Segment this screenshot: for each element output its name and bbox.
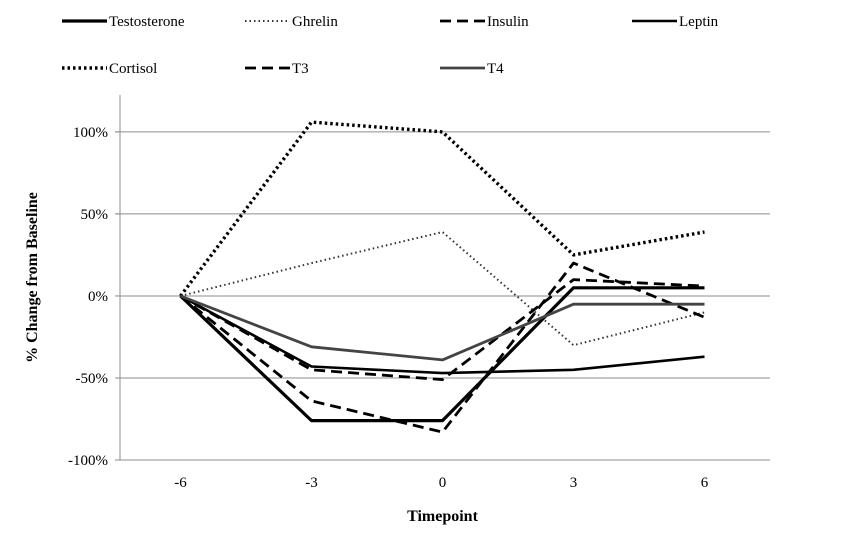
y-tick-label: 50% [81,207,109,223]
legend-label: Testosterone [109,14,185,30]
legend-label: T3 [292,61,309,77]
legend-item-cortisol: Cortisol [62,61,157,77]
gridlines [115,131,770,379]
legend-label: T4 [487,61,504,77]
series-line-insulin [179,261,706,434]
legend-item-t3: T3 [245,61,309,77]
y-tick-label: 100% [73,125,108,141]
series-line-cortisol [179,120,705,298]
legend: Testosterone Ghrelin Insulin Leptin Cortisol… [62,14,719,77]
x-tick-label: -3 [305,475,318,491]
y-tick-label: -50% [76,371,109,387]
series-line-t4 [179,294,705,362]
series-line-ghrelin [180,231,705,347]
y-axis-title: % Change from Baseline [24,192,41,363]
legend-label: Insulin [487,14,529,30]
series-line-testosterone [179,286,705,423]
x-axis: -6 -3 0 3 6 [120,459,770,491]
x-tick-label: 0 [439,475,447,491]
plot-area: 100% 50% 0% -50% -100% -6 -3 0 3 6 [68,95,770,491]
y-tick-label: -100% [68,453,108,469]
y-tick-label: 0% [88,289,108,305]
legend-item-t4: T4 [440,61,504,77]
series-line-t3 [179,278,705,382]
legend-item-insulin: Insulin [440,14,529,30]
x-tick-label: -6 [174,475,187,491]
series-lines [179,120,706,434]
legend-item-testosterone: Testosterone [62,14,185,30]
x-tick-label: 6 [701,475,709,491]
x-tick-label: 3 [570,475,578,491]
x-axis-title: Timepoint [407,508,479,525]
legend-label: Leptin [679,14,719,30]
legend-item-ghrelin: Ghrelin [245,14,338,30]
legend-label: Ghrelin [292,14,338,30]
legend-item-leptin: Leptin [632,14,719,30]
y-axis: 100% 50% 0% -50% -100% [68,95,121,469]
series-line-leptin [179,294,705,375]
legend-label: Cortisol [109,61,157,77]
